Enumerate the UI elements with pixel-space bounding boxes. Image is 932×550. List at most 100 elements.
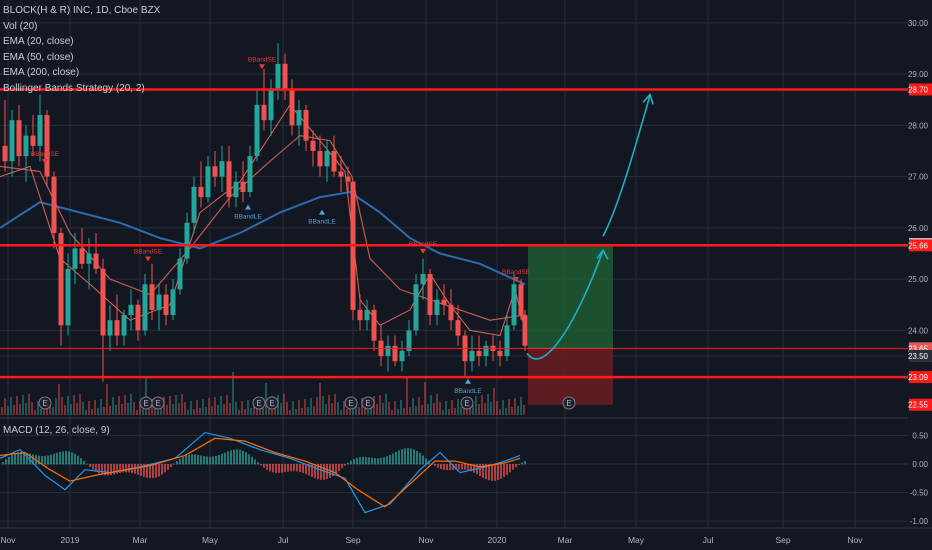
price-tick: 26.00 — [908, 224, 929, 233]
macd-tick: -0.50 — [910, 489, 929, 498]
indicator-ema20[interactable]: EMA (20, close) — [3, 36, 74, 48]
price-axis[interactable]: 30.00 29.00 28.00 27.00 26.00 25.00 24.00 23.50… — [908, 0, 932, 550]
macd-histogram-bar — [374, 458, 376, 465]
candle-body — [399, 350, 405, 362]
volume-bar — [121, 404, 123, 415]
signal-label: BBandSE — [502, 269, 531, 276]
volume-bar — [508, 399, 510, 415]
macd-histogram-bar — [251, 456, 253, 465]
volume-bar — [385, 394, 387, 415]
signal-arrow-down — [420, 248, 426, 254]
macd-histogram-bar — [140, 464, 142, 476]
macd-histogram-bar — [122, 464, 124, 473]
macd-histogram-bar — [50, 454, 52, 465]
macd-histogram-bar — [17, 452, 19, 465]
macd-line — [0, 431, 521, 514]
price-tick: 25.00 — [908, 275, 929, 284]
macd-legend[interactable]: MACD (12, 26, close, 9) — [3, 425, 110, 436]
candle-body — [282, 63, 288, 90]
macd-histogram-bar — [68, 451, 70, 465]
volume-bar — [196, 400, 198, 415]
volume-bar — [439, 402, 441, 415]
indicator-ema200[interactable]: EMA (200, close) — [3, 67, 80, 79]
macd-histogram-bar — [482, 464, 484, 478]
volume-bar — [319, 383, 321, 415]
volume-bar — [34, 410, 36, 415]
earnings-marker-text: E — [42, 399, 47, 408]
signal-label: BBandLE — [234, 214, 262, 221]
volume-bar — [283, 394, 285, 415]
volume-bar — [250, 408, 252, 415]
macd-histogram-bar — [386, 456, 388, 465]
signal-label: BBandSE — [134, 249, 163, 256]
macd-histogram-bar — [311, 464, 313, 477]
volume-bar — [235, 402, 237, 415]
indicator-bollinger[interactable]: Bollinger Bands Strategy (20, 2) — [3, 82, 145, 94]
volume-bar — [163, 397, 165, 415]
volume-bar — [412, 398, 414, 415]
macd-histogram-bar — [263, 464, 265, 468]
projection-arrow[interactable] — [526, 92, 654, 360]
indicator-ema50[interactable]: EMA (50, close) — [3, 51, 74, 63]
volume-bar — [403, 408, 405, 415]
volume-bar — [127, 403, 129, 415]
macd-histogram-bar — [101, 464, 103, 475]
candle-body — [177, 258, 183, 290]
macd-histogram-bar — [224, 452, 226, 465]
volume-bar — [208, 398, 210, 415]
time-axis[interactable]: Nov 2019 Mar May Jul Sep Nov 2020 Mar May Jul Sep No… — [0, 527, 932, 550]
indicator-volume[interactable]: Vol (20) — [3, 20, 38, 32]
candle-body — [364, 309, 370, 321]
volume-bar — [325, 404, 327, 415]
symbol-title[interactable]: BLOCK(H & R) INC, 1D, Cboe BZX — [3, 5, 161, 16]
candle-body — [261, 104, 267, 121]
macd-histogram-bar — [392, 453, 394, 465]
volume-bar — [202, 399, 204, 415]
candle-body — [434, 299, 440, 316]
volume-bar — [484, 403, 486, 415]
macd-histogram-bar — [107, 464, 109, 476]
macd-histogram-bar — [194, 454, 196, 465]
projection-arrowhead-2 — [642, 92, 654, 105]
candle-body — [156, 294, 162, 310]
earnings-marker-0 — [38, 396, 52, 410]
volume-bar — [61, 397, 63, 415]
time-tick: Sep — [775, 535, 790, 545]
candle-body — [107, 320, 113, 336]
macd-histogram-bar — [5, 459, 7, 465]
macd-histogram-bar — [398, 450, 400, 465]
horizontal-levels[interactable] — [0, 88, 908, 379]
macd-histogram-bar — [47, 455, 49, 465]
time-tick: Nov — [418, 535, 434, 545]
volume-bar — [436, 394, 438, 415]
macd-histogram-bar — [401, 449, 403, 465]
signal-arrow-down — [513, 277, 519, 283]
volume-bar — [211, 406, 213, 415]
candle-body — [497, 350, 503, 357]
macd-histogram-bar — [359, 457, 361, 465]
earnings-marker-text: E — [365, 399, 370, 408]
macd-histogram-bar — [365, 457, 367, 465]
price-label: 22.55 — [908, 401, 929, 410]
price-label-bg — [909, 83, 932, 96]
macd-histogram-bar — [245, 452, 247, 465]
volume-bar — [331, 403, 333, 415]
candle-body — [191, 186, 197, 223]
macd-histogram-bar — [500, 464, 502, 479]
macd-histogram-bar — [218, 455, 220, 465]
volume-bar — [502, 400, 504, 415]
candle-body — [44, 115, 50, 177]
volume-bar — [493, 388, 495, 415]
macd-histogram-bar — [305, 464, 307, 475]
candle-body — [198, 186, 204, 198]
macd-histogram-bar — [308, 464, 310, 476]
candle-body — [9, 120, 15, 162]
macd-histogram-bar — [458, 464, 460, 470]
volume-bar — [481, 395, 483, 415]
macd-histogram-bar — [203, 456, 205, 465]
signal-label: BBandSE — [248, 56, 277, 63]
signal-arrow-up — [245, 204, 251, 210]
macd-histogram-bar — [200, 455, 202, 465]
